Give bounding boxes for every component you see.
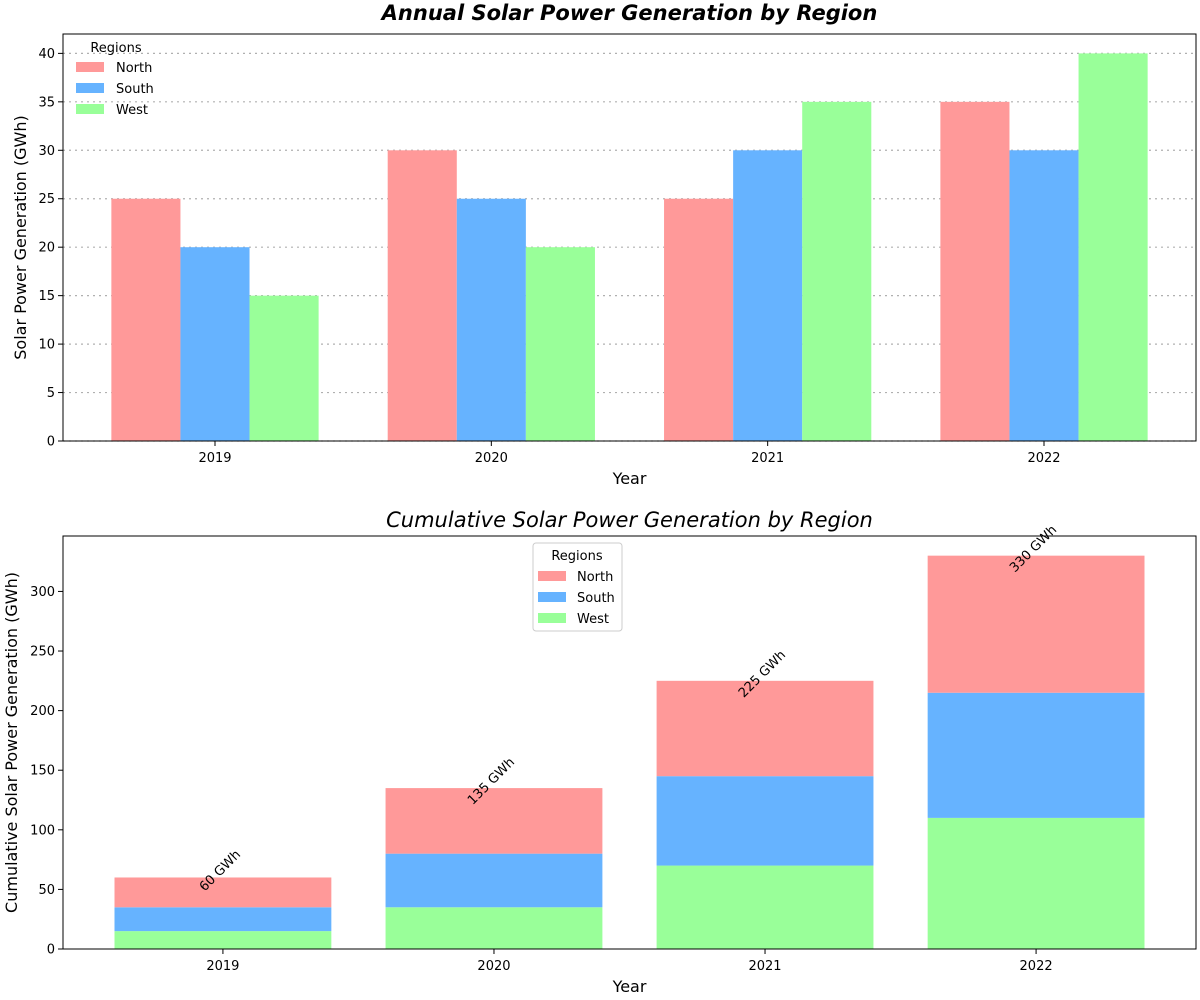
annual-chart: 0 5 10 15 20 25 30 35 40 2019 2020 2021 2022 Annual S… (11, 1, 1197, 488)
legend-label: North (577, 570, 613, 585)
legend: Regions North South West (532, 542, 623, 632)
bar-west-2020 (525, 247, 595, 441)
y-tick-label: 35 (38, 95, 55, 110)
y-axis-label: Solar Power Generation (GWh) (11, 115, 30, 360)
bar-west-2019 (249, 295, 319, 441)
y-tick-label: 200 (30, 704, 55, 719)
legend-label: South (116, 82, 154, 97)
stack-west-2020 (385, 907, 603, 949)
bar-north-2022 (940, 101, 1010, 441)
x-tick-label: 2020 (475, 451, 508, 466)
x-tick-label: 2021 (751, 451, 784, 466)
legend-frame (532, 542, 623, 632)
stack-south-2020 (385, 853, 603, 908)
stack-south-2022 (927, 692, 1145, 818)
stack-west-2022 (927, 817, 1145, 949)
y-tick-label: 40 (38, 47, 55, 62)
y-tick-label: 5 (47, 386, 55, 401)
bar-south-2020 (456, 198, 526, 441)
x-tick-label: 2022 (1020, 959, 1053, 974)
legend-swatch (76, 104, 104, 114)
legend-title: Regions (551, 549, 603, 564)
y-tick-label: 50 (38, 883, 55, 898)
stack-north-2022 (927, 555, 1145, 693)
y-tick-label: 0 (47, 435, 55, 450)
bar-west-2021 (802, 101, 872, 441)
x-tick-label: 2020 (477, 959, 510, 974)
x-tick-label: 2019 (198, 451, 231, 466)
y-tick-label: 10 (38, 338, 55, 353)
legend-label: South (577, 591, 615, 606)
y-tick-label: 25 (38, 192, 55, 207)
stack-south-2019 (114, 907, 332, 932)
x-axis-label: Year (612, 469, 647, 488)
y-tick-label: 100 (30, 823, 55, 838)
y-tick-label: 300 (30, 585, 55, 600)
bar-south-2021 (733, 150, 803, 442)
bar-south-2019 (180, 247, 250, 441)
legend-title: Regions (90, 41, 142, 56)
legend-label: West (116, 103, 148, 118)
legend-label: West (577, 612, 609, 627)
y-tick-label: 20 (38, 241, 55, 256)
stack-south-2021 (656, 776, 874, 866)
legend-label: North (116, 61, 152, 76)
y-tick-label: 15 (38, 289, 55, 304)
plot-frame (62, 33, 1197, 442)
bar-west-2022 (1078, 53, 1148, 441)
bar-south-2022 (1009, 150, 1079, 442)
stack-north-2021 (656, 680, 874, 777)
y-tick-label: 30 (38, 144, 55, 159)
x-tick-label: 2022 (1027, 451, 1060, 466)
plot-frame (62, 535, 1197, 950)
stack-west-2021 (656, 865, 874, 949)
bar-north-2020 (387, 150, 457, 442)
x-axis-label: Year (612, 977, 647, 996)
legend-swatch (538, 613, 566, 623)
y-tick-label: 150 (30, 764, 55, 779)
bar-north-2021 (664, 198, 734, 441)
legend-swatch (76, 83, 104, 93)
x-tick-label: 2021 (748, 959, 781, 974)
legend-swatch (76, 62, 104, 72)
y-axis-label: Cumulative Solar Power Generation (GWh) (2, 572, 21, 913)
chart-title: Cumulative Solar Power Generation by Reg… (386, 508, 873, 532)
y-tick-label: 250 (30, 645, 55, 660)
chart-title: Annual Solar Power Generation by Region (380, 1, 878, 25)
x-tick-label: 2019 (206, 959, 239, 974)
y-tick-label: 0 (47, 943, 55, 958)
stack-north-2019 (114, 877, 332, 908)
bar-north-2019 (111, 198, 181, 441)
stack-north-2020 (385, 788, 603, 854)
legend-swatch (538, 571, 566, 581)
legend-swatch (538, 592, 566, 602)
stack-west-2019 (114, 931, 332, 949)
legend: Regions North South West (76, 41, 154, 118)
